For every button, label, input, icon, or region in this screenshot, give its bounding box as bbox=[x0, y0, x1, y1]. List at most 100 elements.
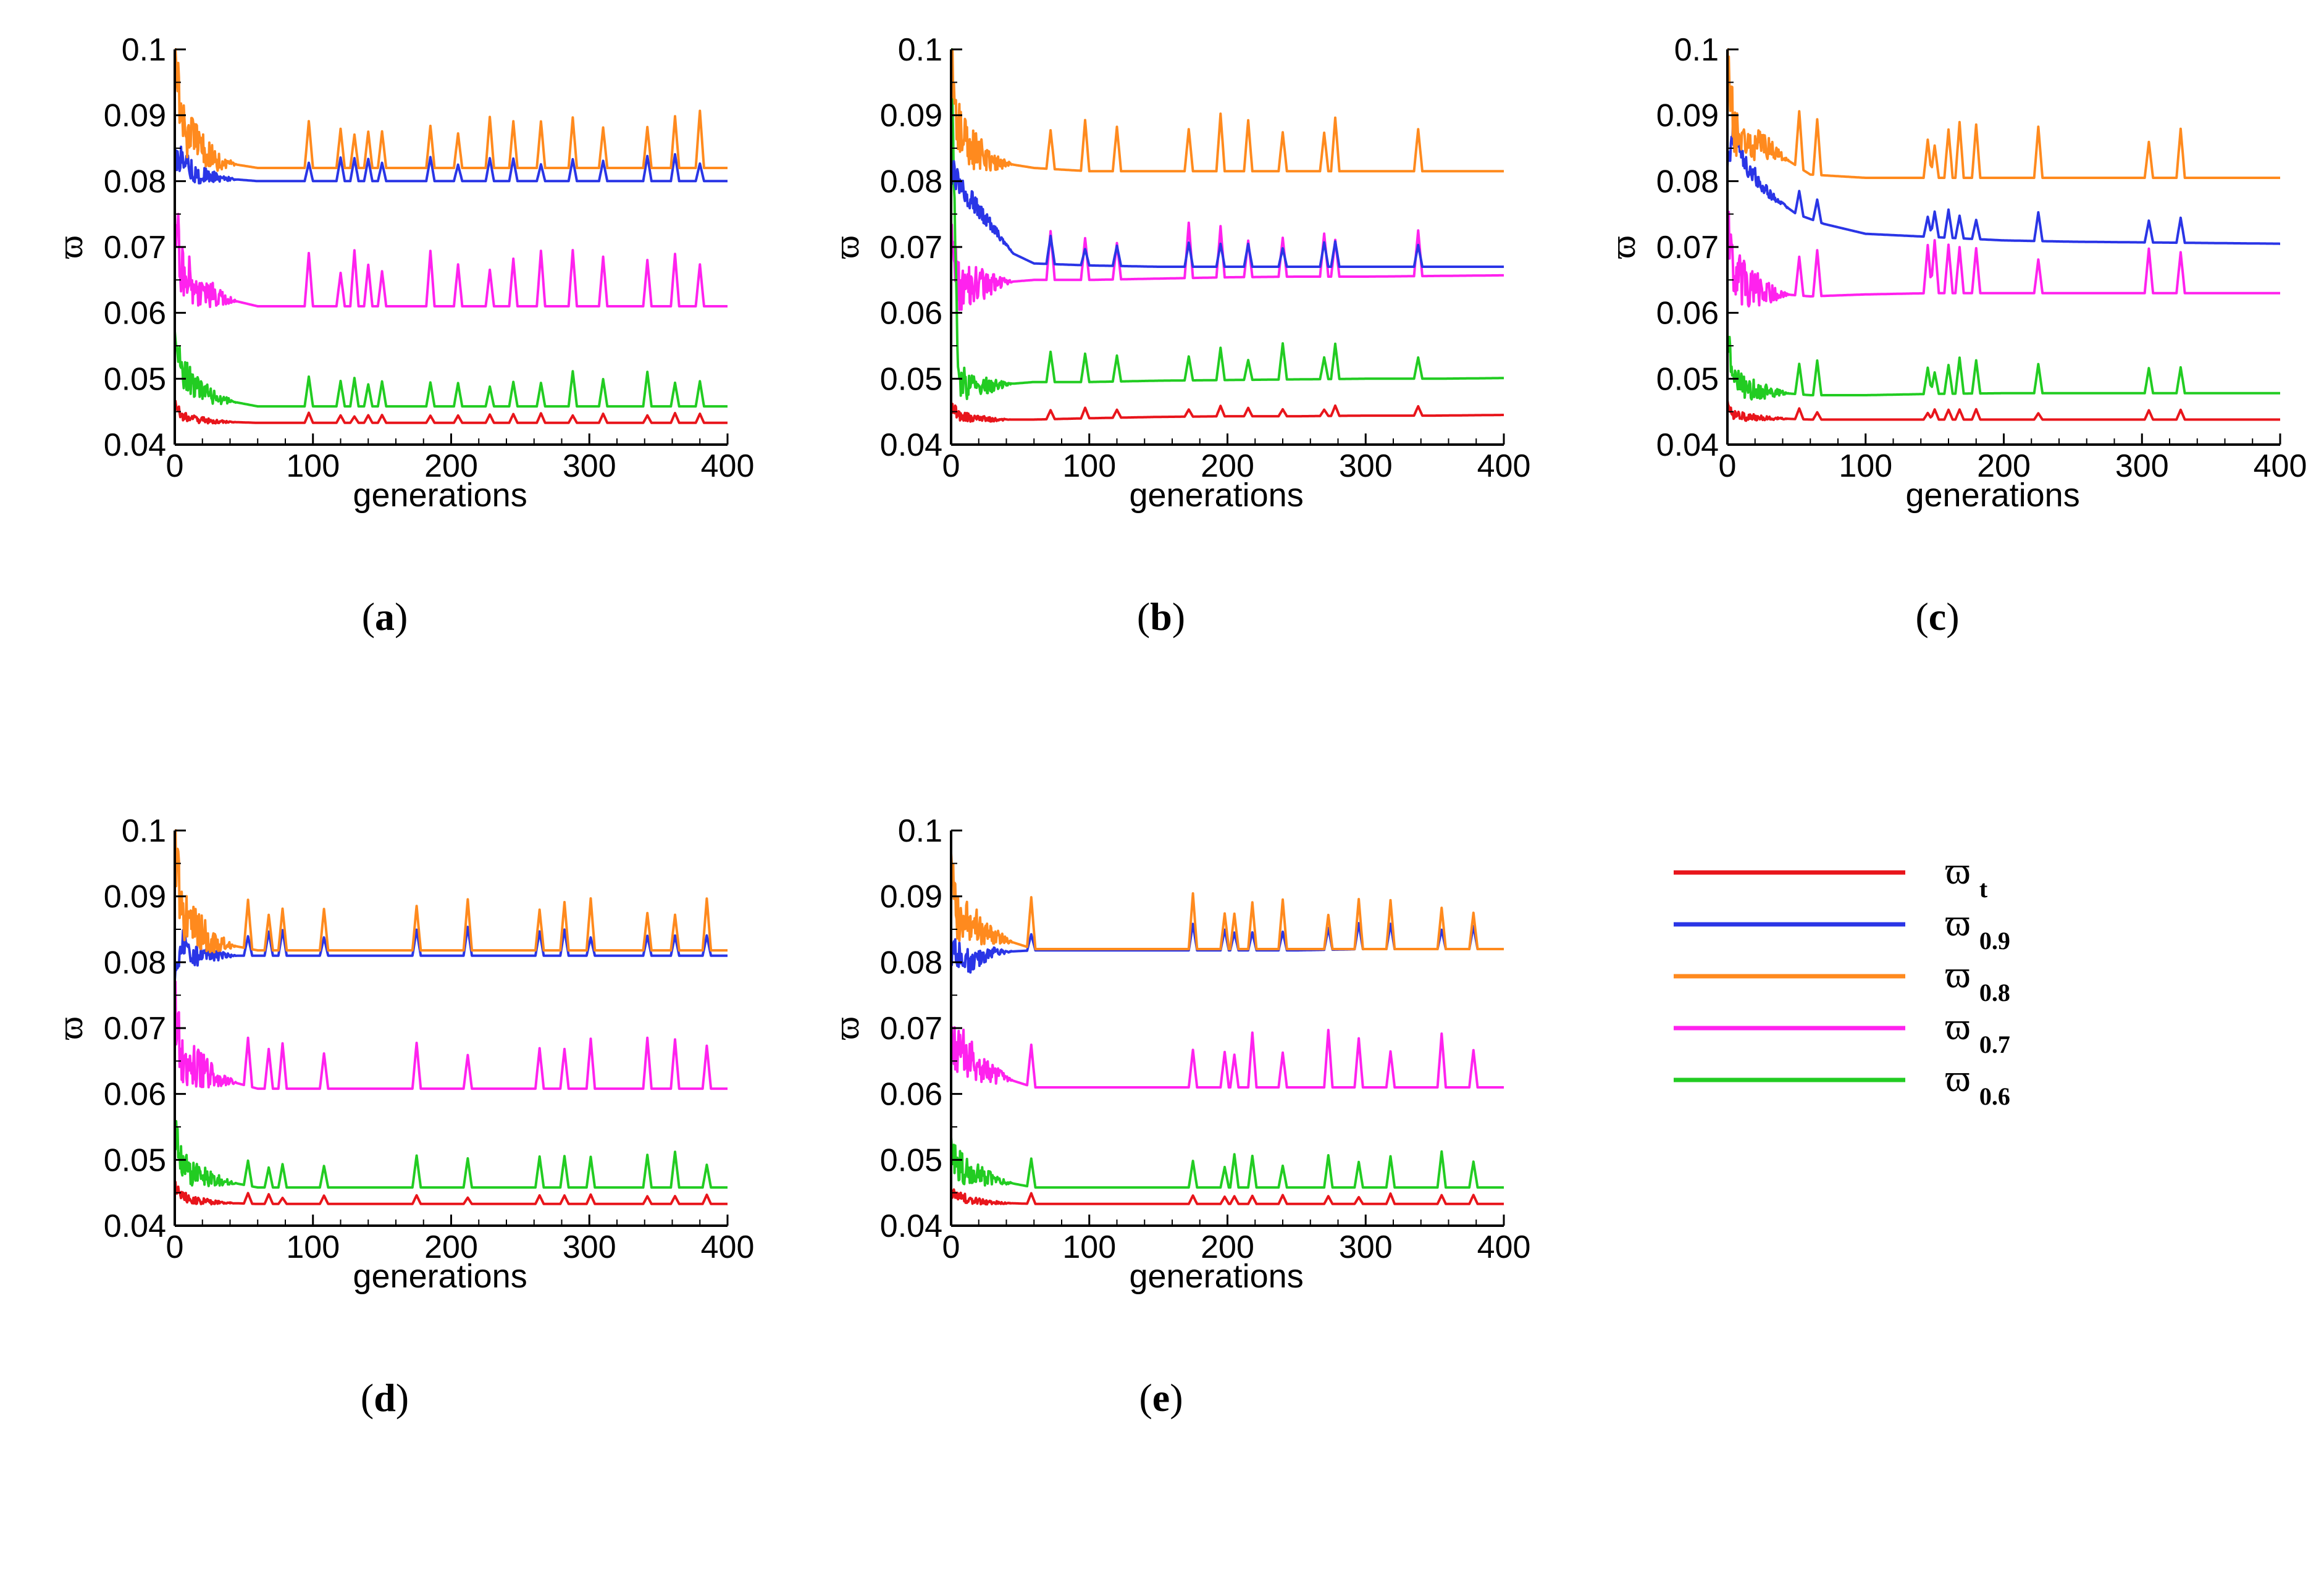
series-line-a-4 bbox=[175, 331, 728, 408]
legend: ϖ tϖ 0.9ϖ 0.8ϖ 0.7ϖ 0.6 bbox=[1674, 850, 2010, 1110]
x-tick-label: 200 bbox=[424, 448, 478, 484]
series-line-e-4 bbox=[951, 1137, 1504, 1189]
y-axis-label: ϖ bbox=[826, 1016, 866, 1040]
series-line-d-0 bbox=[175, 1181, 728, 1206]
legend-label: ϖ 0.7 bbox=[1945, 1006, 2010, 1058]
x-tick-label: 100 bbox=[286, 448, 340, 484]
y-tick-label: 0.04 bbox=[104, 427, 166, 463]
y-tick-label: 0.08 bbox=[104, 164, 166, 199]
chart-panel-b: 0 100 200 300 400 0.04 0.05 0.06 0.07 0.08 0.09 0.1… bbox=[826, 32, 1531, 638]
x-tick-label: 300 bbox=[563, 448, 616, 484]
series-line-d-2 bbox=[175, 829, 728, 953]
y-axis-label: ϖ bbox=[1603, 235, 1643, 259]
x-tick-label: 300 bbox=[563, 1229, 616, 1265]
chart-panel-c: 0 100 200 300 400 0.04 0.05 0.06 0.07 0.08 0.09 0.1… bbox=[1603, 32, 2307, 638]
y-tick-label: 0.09 bbox=[880, 879, 942, 915]
y-axis-label: ϖ bbox=[826, 235, 866, 259]
x-tick-label: 0 bbox=[166, 1229, 184, 1265]
x-tick-label: 300 bbox=[1339, 1229, 1393, 1265]
x-tick-label: 400 bbox=[1477, 1229, 1531, 1265]
series-line-a-3 bbox=[175, 208, 728, 308]
y-tick-label: 0.07 bbox=[104, 230, 166, 266]
panel-label-e: (e) bbox=[1139, 1376, 1183, 1420]
x-tick-label: 200 bbox=[1201, 448, 1254, 484]
series-line-b-0 bbox=[951, 403, 1504, 423]
series-line-c-4 bbox=[1727, 335, 2280, 401]
panel-label-a: (a) bbox=[362, 595, 408, 638]
legend-label: ϖ 0.8 bbox=[1945, 954, 2010, 1006]
y-tick-label: 0.04 bbox=[1656, 427, 1719, 463]
series-line-b-2 bbox=[951, 48, 1504, 173]
x-tick-label: 400 bbox=[1477, 448, 1531, 484]
chart-panel-a: 0 100 200 300 400 0.04 0.05 0.06 0.07 0.08 0.09 0.1… bbox=[50, 32, 754, 638]
series-line-e-2 bbox=[951, 853, 1504, 950]
y-tick-label: 0.1 bbox=[122, 32, 166, 68]
y-tick-label: 0.1 bbox=[1674, 32, 1719, 68]
x-tick-label: 100 bbox=[286, 1229, 340, 1265]
x-tick-label: 400 bbox=[701, 1229, 755, 1265]
series-line-c-1 bbox=[1727, 125, 2280, 245]
x-tick-label: 400 bbox=[701, 448, 755, 484]
x-axis-label: generations bbox=[1129, 477, 1303, 514]
x-tick-label: 200 bbox=[1977, 448, 2031, 484]
legend-label: ϖ 0.6 bbox=[1945, 1058, 2010, 1110]
panel-label-c: (c) bbox=[1915, 595, 1959, 638]
chart-panel-d: 0 100 200 300 400 0.04 0.05 0.06 0.07 0.08 0.09 0.1… bbox=[50, 813, 754, 1420]
x-axis-label: generations bbox=[353, 477, 527, 514]
x-tick-label: 300 bbox=[1339, 448, 1393, 484]
x-axis-label: generations bbox=[1905, 477, 2079, 514]
x-tick-label: 0 bbox=[1719, 448, 1737, 484]
y-axis-label: ϖ bbox=[50, 1016, 90, 1040]
legend-entry: ϖ 0.8 bbox=[1674, 954, 2010, 1006]
legend-entry: ϖ 0.6 bbox=[1674, 1058, 2010, 1110]
series-line-e-0 bbox=[951, 1188, 1504, 1206]
series-line-e-3 bbox=[951, 1026, 1504, 1089]
legend-label: ϖ 0.9 bbox=[1945, 902, 2010, 955]
x-tick-label: 100 bbox=[1062, 448, 1116, 484]
y-tick-label: 0.09 bbox=[104, 879, 166, 915]
x-axis-label: generations bbox=[353, 1258, 527, 1295]
x-tick-label: 400 bbox=[2254, 448, 2307, 484]
x-tick-label: 200 bbox=[424, 1229, 478, 1265]
y-tick-label: 0.1 bbox=[898, 32, 942, 68]
y-tick-label: 0.07 bbox=[1656, 230, 1719, 266]
y-tick-label: 0.04 bbox=[880, 1208, 942, 1244]
y-tick-label: 0.04 bbox=[880, 427, 942, 463]
x-tick-label: 100 bbox=[1839, 448, 1892, 484]
y-tick-label: 0.06 bbox=[104, 1077, 166, 1113]
series-line-b-1 bbox=[951, 157, 1504, 268]
legend-entry: ϖ 0.7 bbox=[1674, 1006, 2010, 1058]
y-tick-label: 0.05 bbox=[104, 361, 166, 397]
series-line-a-1 bbox=[175, 145, 728, 185]
y-tick-label: 0.04 bbox=[104, 1208, 166, 1244]
y-tick-label: 0.06 bbox=[880, 1077, 942, 1113]
series-line-b-4 bbox=[951, 48, 1504, 400]
series-line-c-0 bbox=[1727, 400, 2280, 422]
x-tick-label: 300 bbox=[2115, 448, 2169, 484]
y-tick-label: 0.07 bbox=[104, 1011, 166, 1047]
legend-entry: ϖ 0.9 bbox=[1674, 902, 2010, 955]
y-tick-label: 0.06 bbox=[880, 296, 942, 332]
series-line-d-3 bbox=[175, 981, 728, 1090]
y-tick-label: 0.05 bbox=[880, 1142, 942, 1178]
y-tick-label: 0.08 bbox=[880, 945, 942, 981]
y-tick-label: 0.07 bbox=[880, 1011, 942, 1047]
y-tick-label: 0.05 bbox=[880, 361, 942, 397]
x-tick-label: 0 bbox=[166, 448, 184, 484]
y-axis-label: ϖ bbox=[50, 235, 90, 259]
y-tick-label: 0.1 bbox=[122, 813, 166, 849]
x-tick-label: 0 bbox=[942, 1229, 960, 1265]
y-tick-label: 0.08 bbox=[880, 164, 942, 199]
y-tick-label: 0.09 bbox=[104, 98, 166, 134]
series-line-c-3 bbox=[1727, 211, 2280, 308]
y-tick-label: 0.05 bbox=[1656, 361, 1719, 397]
panel-label-d: (d) bbox=[361, 1376, 409, 1420]
series-line-a-0 bbox=[175, 400, 728, 425]
y-tick-label: 0.09 bbox=[880, 98, 942, 134]
series-line-d-1 bbox=[175, 926, 728, 981]
x-axis-label: generations bbox=[1129, 1258, 1303, 1295]
y-tick-label: 0.08 bbox=[104, 945, 166, 981]
series-line-c-2 bbox=[1727, 48, 2280, 179]
